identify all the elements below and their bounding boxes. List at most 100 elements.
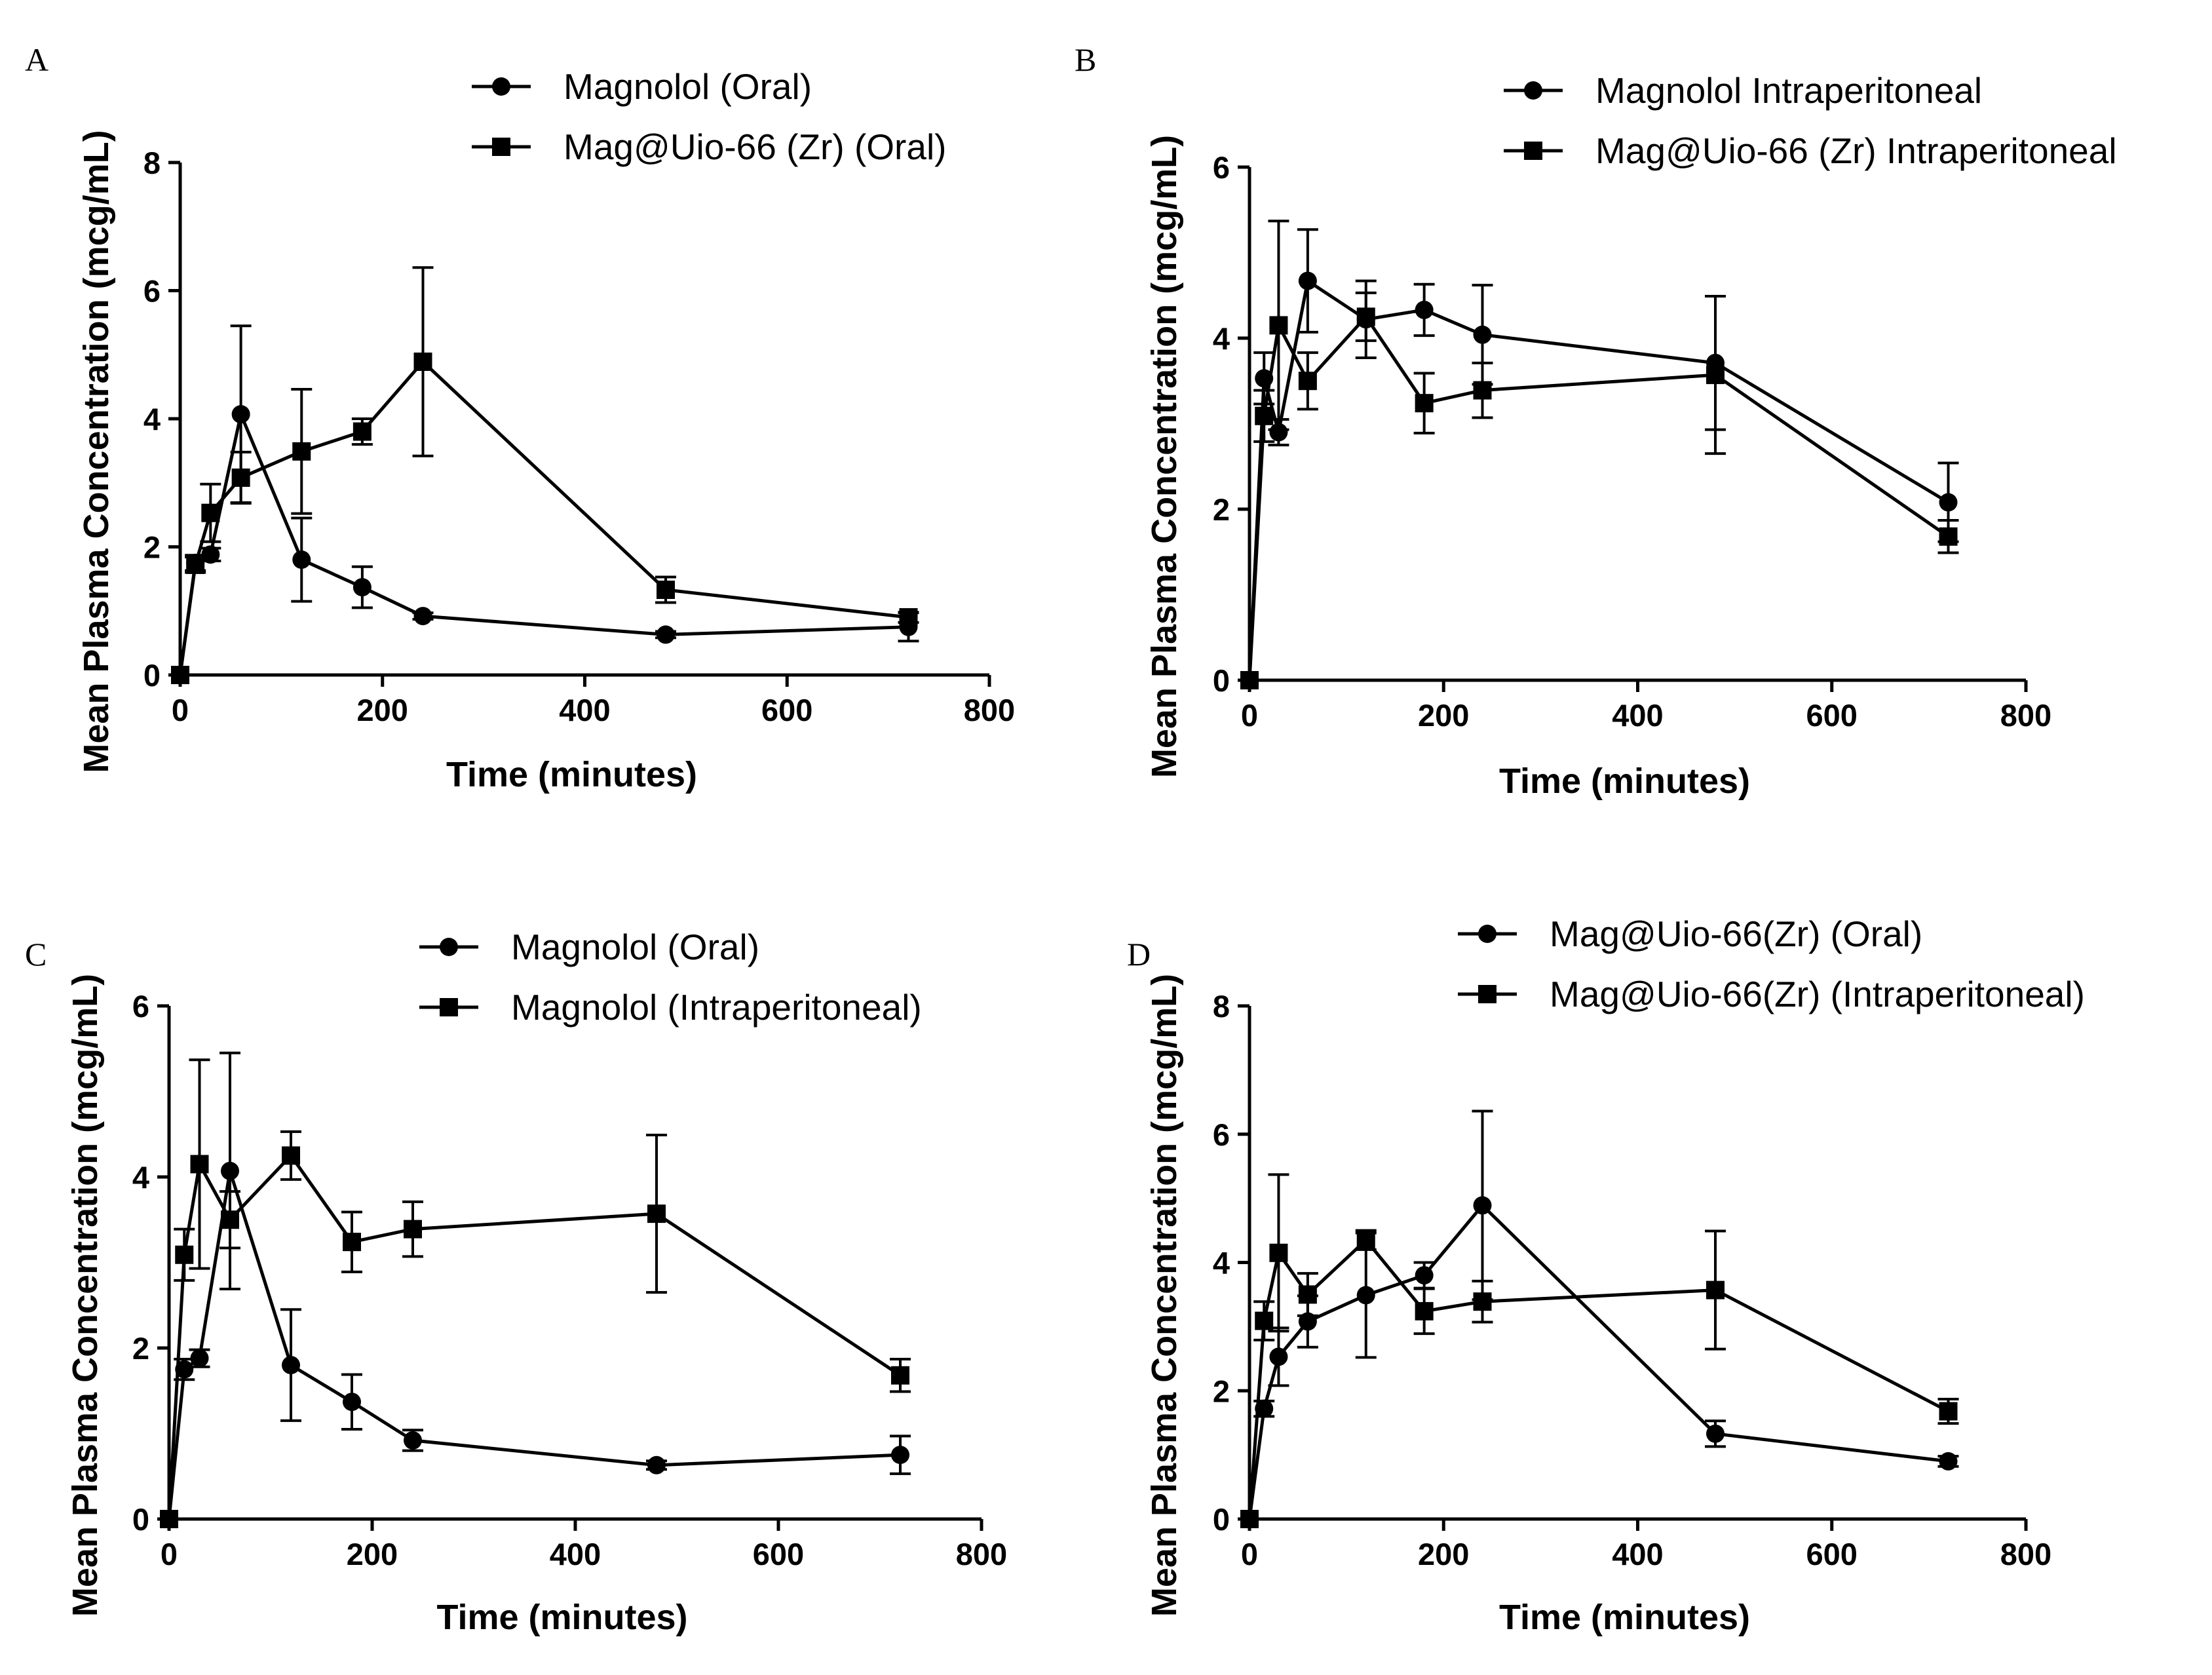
y-tick-label: 4	[1213, 1246, 1230, 1280]
data-point	[353, 578, 372, 597]
data-point	[175, 1360, 194, 1379]
panel-letter-b: B	[1075, 41, 1096, 78]
y-tick-label: 6	[1213, 1117, 1230, 1152]
x-tick-label: 600	[1806, 698, 1858, 733]
legend-label: Magnolol (Intraperitoneal)	[511, 987, 922, 1028]
data-point	[899, 608, 918, 627]
series-line	[1248, 1238, 1949, 1520]
data-point	[1939, 493, 1958, 512]
series-line	[178, 360, 909, 676]
data-point	[282, 1146, 300, 1165]
x-tick-label: 200	[1418, 698, 1469, 733]
x-tick-label: 800	[2000, 1537, 2051, 1571]
x-axis-title: Time (minutes)	[436, 1598, 687, 1637]
x-tick-label: 400	[559, 693, 610, 727]
series-circle	[1240, 228, 1959, 689]
data-point	[1473, 325, 1492, 344]
data-point	[647, 1455, 666, 1474]
series-line	[167, 1169, 901, 1520]
y-tick-label: 8	[1213, 989, 1230, 1024]
y-tick-label: 2	[1213, 492, 1230, 527]
data-point	[1356, 307, 1375, 326]
y-tick-label: 6	[143, 274, 161, 309]
data-point	[1255, 406, 1274, 425]
series-circle	[160, 1051, 911, 1528]
y-axis-title: Mean Plasma Concentration (mcg/mL)	[1145, 974, 1184, 1617]
data-point	[1240, 1510, 1259, 1528]
series-square	[1240, 1173, 1959, 1528]
data-point	[404, 1431, 422, 1450]
data-point	[231, 468, 250, 487]
data-point	[413, 353, 432, 372]
panel-letter-d: D	[1127, 936, 1151, 972]
x-tick-label: 800	[2000, 698, 2051, 733]
data-point	[292, 550, 311, 569]
x-axis-title: Time (minutes)	[1499, 761, 1750, 801]
data-point	[231, 405, 250, 424]
legend-label: Magnolol Intraperitoneal	[1595, 70, 1982, 111]
y-tick-label: 4	[1213, 321, 1230, 356]
x-axis-title: Time (minutes)	[1499, 1598, 1750, 1637]
data-point	[1269, 316, 1288, 335]
series-line	[1248, 315, 1949, 681]
legend-label: Mag@Uio-66(Zr) (Intraperitoneal)	[1550, 974, 2085, 1014]
data-point	[657, 580, 675, 599]
legend-entry: Magnolol (Oral)	[472, 66, 812, 107]
legend-label: Magnolol (Oral)	[511, 927, 759, 967]
data-point	[353, 422, 372, 441]
chart-panel-d: D 0 200 400 600 800 0 2 4 6 8 Time (minutes) Mean Pl…	[1127, 914, 2085, 1637]
y-tick-label: 6	[1213, 150, 1230, 185]
legend-entry: Mag@Uio-66(Zr) (Oral)	[1458, 914, 1922, 954]
x-tick-label: 800	[956, 1537, 1007, 1571]
legend-label: Mag@Uio-66 (Zr) (Oral)	[563, 126, 946, 167]
legend-label: Mag@Uio-66(Zr) (Oral)	[1550, 914, 1922, 954]
panel-letter-c: C	[25, 936, 47, 972]
x-tick-label: 200	[1418, 1537, 1469, 1571]
data-point	[221, 1161, 239, 1180]
data-point	[413, 607, 432, 626]
y-tick-label: 0	[1213, 1502, 1230, 1537]
data-point	[1473, 1196, 1492, 1215]
data-point	[343, 1393, 361, 1412]
data-point	[657, 625, 675, 644]
x-tick-label: 200	[357, 693, 408, 727]
y-tick-label: 4	[132, 1160, 149, 1195]
series-line	[167, 1153, 902, 1520]
legend-entry: Mag@Uio-66(Zr) (Intraperitoneal)	[1458, 974, 2085, 1014]
legend-label: Magnolol (Oral)	[563, 66, 812, 107]
data-point	[891, 1446, 909, 1465]
series-square	[160, 1058, 911, 1528]
x-tick-label: 0	[1241, 1537, 1258, 1571]
legend-entry: Magnolol (Intraperitoneal)	[419, 987, 922, 1028]
y-tick-label: 2	[132, 1331, 149, 1366]
data-point	[1415, 300, 1434, 319]
data-point	[190, 1155, 209, 1174]
y-tick-label: 0	[132, 1502, 149, 1537]
data-point	[1356, 1231, 1375, 1250]
series-line	[178, 412, 909, 676]
series-square	[1240, 220, 1959, 689]
y-axis-title: Mean Plasma Concentration (mcg/mL)	[66, 974, 105, 1617]
data-point	[1939, 527, 1958, 546]
legend-marker	[492, 138, 510, 156]
x-tick-label: 600	[753, 1537, 804, 1571]
data-point	[1269, 1243, 1288, 1262]
x-tick-label: 0	[161, 1537, 178, 1571]
data-point	[343, 1233, 361, 1252]
legend-marker	[1478, 985, 1497, 1003]
x-tick-label: 200	[347, 1537, 398, 1571]
y-axis-title: Mean Plasma Concentration (mcg/mL)	[77, 130, 116, 773]
data-point	[1415, 394, 1434, 413]
data-point	[201, 545, 220, 564]
data-point	[404, 1220, 422, 1239]
legend-marker	[440, 938, 458, 956]
x-axis-title: Time (minutes)	[446, 755, 697, 794]
data-point	[282, 1356, 300, 1375]
legend-marker	[1478, 925, 1497, 943]
data-point	[201, 503, 220, 522]
legend-marker	[440, 998, 458, 1016]
data-point	[1255, 1311, 1274, 1330]
y-axis-title: Mean Plasma Concentration (mcg/mL)	[1145, 135, 1184, 778]
y-tick-label: 4	[143, 402, 161, 436]
x-tick-label: 400	[550, 1537, 601, 1571]
